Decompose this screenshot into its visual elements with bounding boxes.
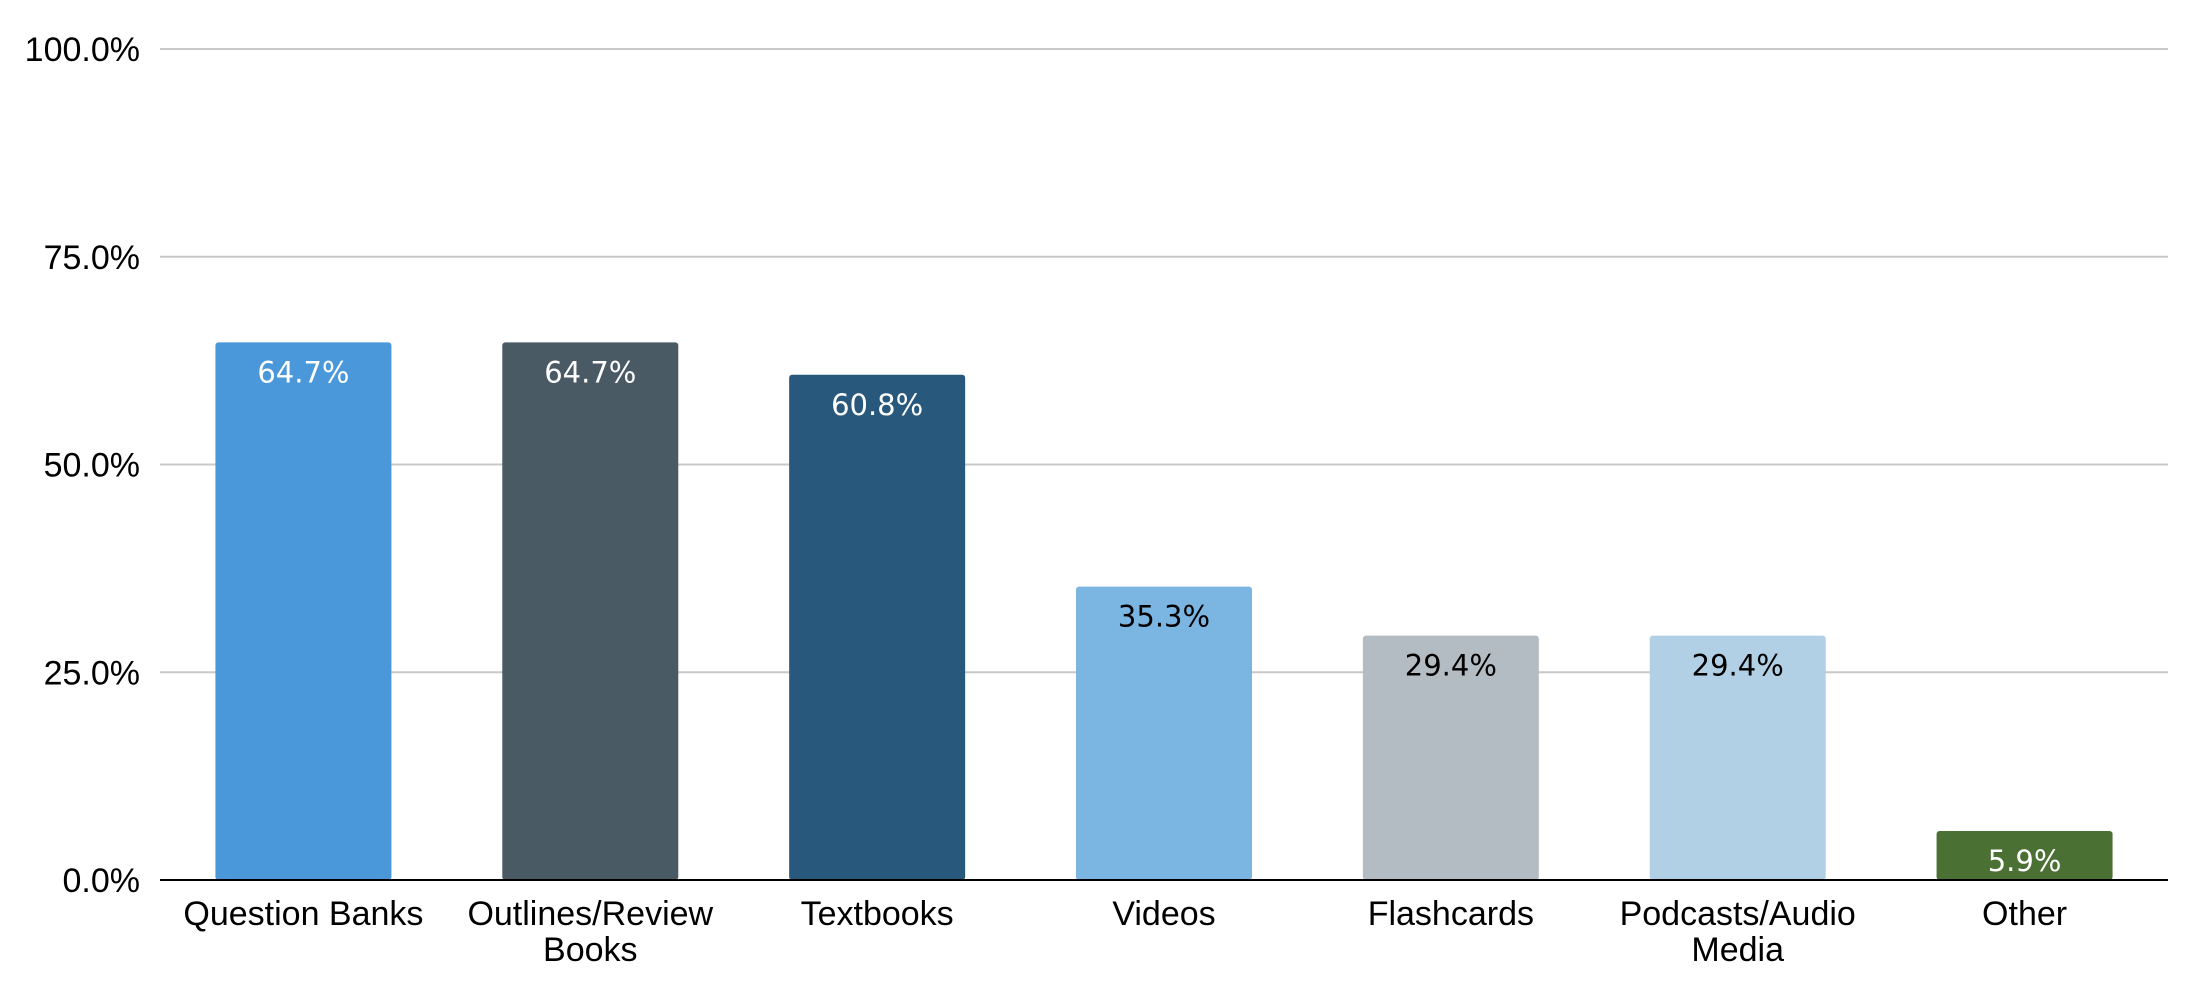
x-tick-label: Outlines/Review [467,895,713,933]
y-tick-label: 100.0% [25,31,140,69]
x-tick-label: Other [1982,895,2067,933]
bar [1936,830,2113,880]
bar [1649,635,1826,880]
data-label: 5.9% [1988,844,2062,878]
gridlines [160,48,2168,674]
bar [789,374,966,880]
y-tick-label: 75.0% [44,239,140,277]
data-label: 35.3% [1118,600,1210,634]
bar [502,342,679,880]
data-label: 60.8% [831,388,923,422]
data-labels: 64.7% 64.7% 60.8% 35.3% 29.4% 29.4% 5.9% [257,355,2061,878]
x-tick-label: Books [543,931,638,969]
x-tick-label: Textbooks [801,895,954,933]
y-tick-label: 25.0% [44,654,140,692]
data-label: 29.4% [1405,649,1497,683]
data-label: 64.7% [257,355,349,389]
x-tick-label: Videos [1112,895,1215,933]
bar [215,342,392,880]
x-tick-label: Question Banks [183,895,423,933]
data-label: 64.7% [544,355,636,389]
x-tick-label: Media [1691,931,1784,969]
x-tick-label: Flashcards [1368,895,1534,933]
y-tick-label: 0.0% [63,862,141,900]
bar [1076,586,1252,880]
y-axis-tick-labels: 0.0% 25.0% 50.0% 75.0% 100.0% [25,31,140,900]
bars [215,342,2113,880]
x-tick-label: Podcasts/Audio [1620,895,1856,933]
bar [1362,635,1539,880]
y-tick-label: 50.0% [44,447,140,485]
data-label: 29.4% [1692,649,1784,683]
